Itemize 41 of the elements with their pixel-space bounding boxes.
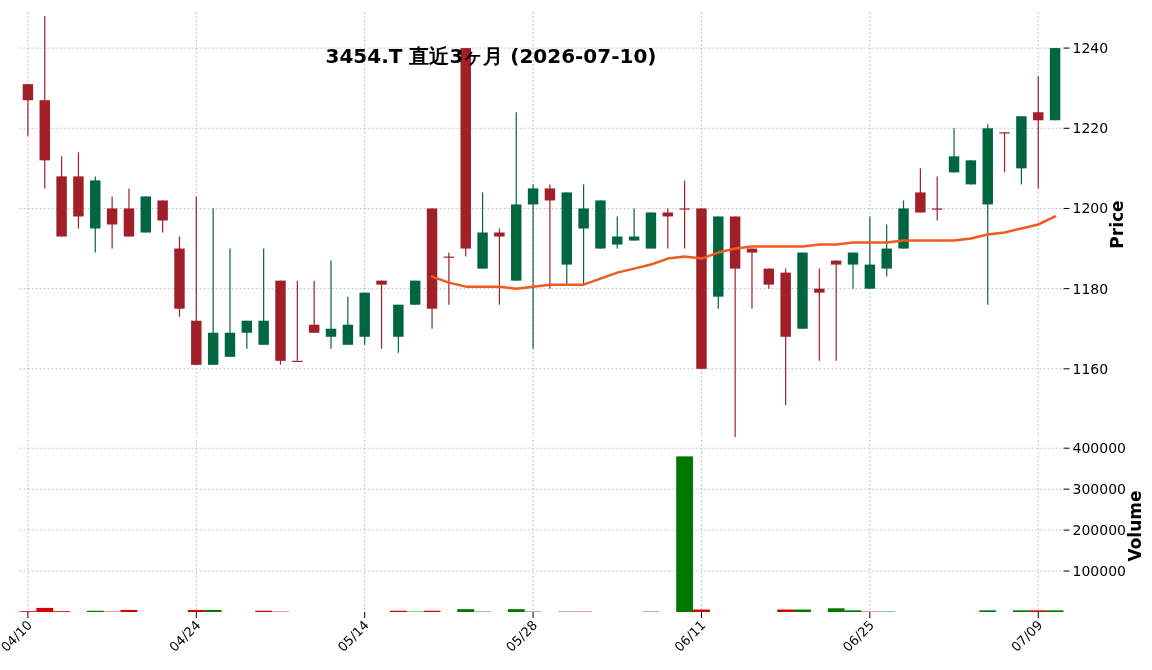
y-tick-label: 1220 <box>1072 120 1109 137</box>
y-tick-label: 1240 <box>1072 40 1109 57</box>
candlestick <box>376 280 387 350</box>
bar <box>676 456 694 612</box>
candlestick <box>847 251 859 290</box>
y-tick-label: 1180 <box>1072 280 1109 297</box>
candlestick <box>915 167 926 214</box>
candlestick <box>494 227 505 306</box>
candlestick <box>679 179 690 250</box>
y-tick-label: 300000 <box>1072 481 1126 498</box>
candlestick <box>814 268 825 362</box>
candlestick <box>948 127 960 173</box>
y-tick-label: 1160 <box>1072 360 1109 377</box>
bar <box>120 609 138 612</box>
bar <box>187 609 205 612</box>
candlestick <box>881 223 892 278</box>
candlestick <box>106 195 118 250</box>
y-axis-title: Price <box>1107 200 1128 249</box>
y-tick-label: 1200 <box>1072 200 1109 217</box>
candlestick <box>325 259 337 350</box>
candlestick <box>544 183 556 290</box>
y-tick-label: 200000 <box>1072 522 1126 539</box>
bar <box>507 609 525 612</box>
candlestick <box>662 207 674 250</box>
candlestick <box>308 280 320 334</box>
candlestick <box>578 183 589 286</box>
bar <box>204 609 222 612</box>
candlestick <box>746 247 758 310</box>
candlestick <box>157 199 168 234</box>
y-tick-label: 100000 <box>1072 563 1126 580</box>
candlestick <box>931 175 943 222</box>
bar <box>457 609 475 612</box>
candlestick <box>612 215 623 250</box>
candlestick <box>241 320 253 350</box>
y-tick-label: 400000 <box>1072 440 1126 457</box>
candlestick <box>342 296 354 346</box>
candlestick <box>628 207 640 242</box>
candlestick <box>22 83 34 137</box>
candlestick <box>1033 75 1044 190</box>
y-axis-title: Volume <box>1124 490 1145 562</box>
candlestick <box>830 259 842 362</box>
